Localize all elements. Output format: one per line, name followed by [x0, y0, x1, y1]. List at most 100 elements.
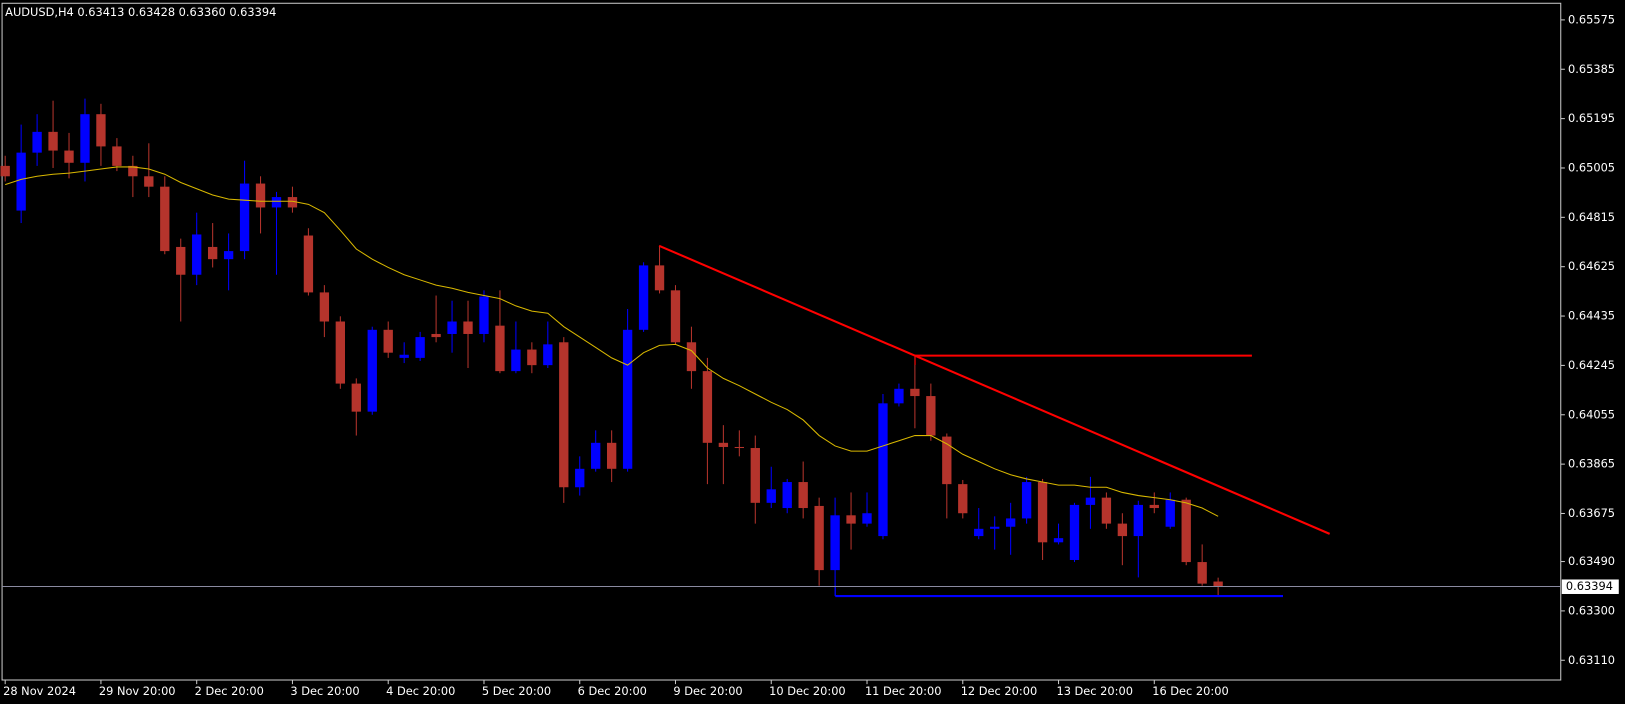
x-tick-label: 12 Dec 20:00	[961, 684, 1038, 698]
candle-body	[878, 403, 888, 537]
y-tick-label: 0.64245	[1568, 358, 1615, 372]
candle-body	[271, 197, 282, 208]
y-tick-label: 0.65005	[1568, 160, 1615, 174]
candle-body	[830, 515, 840, 571]
candle-body	[447, 321, 457, 334]
candle-body	[958, 484, 968, 514]
y-tick-label: 0.63675	[1568, 506, 1615, 520]
candle-body	[575, 468, 585, 488]
x-tick-label: 5 Dec 20:00	[482, 684, 551, 698]
x-tick-label: 13 Dec 20:00	[1056, 684, 1133, 698]
moving-average	[5, 166, 1219, 517]
candle-body	[383, 329, 393, 353]
candle-body	[1005, 518, 1016, 527]
x-tick-label: 4 Dec 20:00	[386, 684, 455, 698]
y-tick-label: 0.63865	[1568, 457, 1615, 471]
candle-body	[96, 114, 106, 147]
candle-body	[1021, 482, 1032, 519]
candle-body	[16, 152, 26, 211]
candle-body	[335, 321, 346, 384]
candle-body	[1053, 538, 1064, 543]
candle-body	[479, 296, 489, 334]
candle-body	[303, 235, 314, 293]
candle-body	[192, 234, 202, 275]
candle-body	[255, 183, 266, 208]
candle-body	[1181, 499, 1191, 563]
candle-body	[415, 337, 425, 358]
x-tick-label: 2 Dec 20:00	[195, 684, 264, 698]
y-tick-label: 0.63300	[1568, 603, 1615, 617]
x-tick-label: 9 Dec 20:00	[673, 684, 742, 698]
price-label: 0.63394	[1566, 579, 1613, 593]
candle-body	[32, 131, 42, 153]
x-tick-label: 16 Dec 20:00	[1152, 684, 1229, 698]
trend-line	[658, 244, 1331, 535]
x-tick-label: 10 Dec 20:00	[769, 684, 846, 698]
candle-body	[223, 251, 234, 260]
plot-area	[0, 98, 1223, 597]
candle-body	[910, 388, 920, 397]
candle-body	[367, 329, 377, 412]
candle-body	[80, 114, 90, 163]
candle-body	[431, 333, 441, 338]
candle-body	[750, 448, 760, 503]
y-tick-label: 0.63490	[1568, 554, 1615, 568]
candle-body	[1165, 499, 1175, 527]
candle-body	[239, 183, 250, 252]
candle-body	[782, 482, 792, 509]
candle-body	[1213, 581, 1223, 587]
candle-body	[287, 197, 298, 208]
x-tick-label: 6 Dec 20:00	[578, 684, 647, 698]
candle-body	[1149, 504, 1159, 509]
candle-body	[64, 150, 74, 163]
candle-body	[176, 246, 186, 275]
candle-body	[734, 446, 744, 449]
candle-body	[718, 442, 729, 447]
x-tick-label: 11 Dec 20:00	[865, 684, 941, 698]
y-tick-label: 0.64625	[1568, 259, 1615, 273]
candle-body	[990, 526, 1000, 529]
candle-body	[1037, 482, 1048, 543]
candle-body	[160, 186, 170, 252]
candle-body	[798, 482, 808, 509]
y-tick-label: 0.65195	[1568, 111, 1615, 125]
price-label-box	[1561, 579, 1619, 594]
y-tick-label: 0.65575	[1568, 12, 1615, 26]
candle-body	[1133, 504, 1143, 537]
x-tick-label: 29 Nov 20:00	[99, 684, 176, 698]
chart-header: AUDUSD,H4 0.63413 0.63428 0.63360 0.6339…	[5, 5, 276, 19]
candle-body	[654, 265, 665, 291]
candle-body	[638, 265, 649, 330]
candle-body	[926, 396, 936, 436]
candle-body	[511, 349, 521, 372]
candle-body	[48, 131, 58, 151]
y-tick-label: 0.64435	[1568, 309, 1615, 323]
candle-body	[766, 489, 776, 503]
candle-body	[686, 342, 697, 372]
candle-body	[543, 344, 553, 366]
x-tick-label: 3 Dec 20:00	[290, 684, 359, 698]
candle-body	[846, 515, 856, 524]
candle-body	[974, 528, 984, 537]
candle-body	[351, 383, 361, 412]
candle-body	[207, 246, 218, 260]
candle-body	[112, 146, 122, 166]
y-tick-label: 0.64815	[1568, 210, 1615, 224]
candle-body	[702, 371, 713, 443]
candle-body	[0, 165, 10, 177]
x-tick-label: 28 Nov 2024	[3, 684, 76, 698]
candle-body	[606, 442, 617, 469]
y-tick-label: 0.63110	[1568, 653, 1615, 667]
candle-body	[495, 325, 505, 372]
candle-body	[128, 165, 138, 177]
candle-body	[862, 513, 872, 524]
y-tick-label: 0.65385	[1568, 62, 1615, 76]
candle-body	[1069, 504, 1080, 560]
candle-body	[1085, 497, 1096, 505]
candle-body	[670, 290, 681, 343]
candle-body	[894, 388, 904, 404]
candle-body	[559, 342, 569, 488]
candle-body	[622, 329, 633, 469]
